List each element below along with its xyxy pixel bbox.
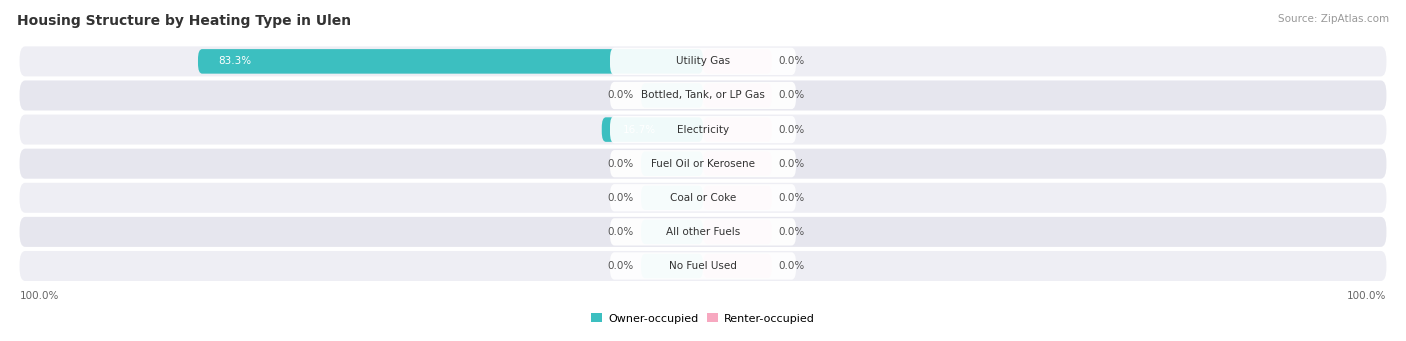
- Text: 16.7%: 16.7%: [623, 124, 655, 135]
- Text: 0.0%: 0.0%: [607, 90, 634, 101]
- Text: 0.0%: 0.0%: [779, 261, 806, 271]
- Text: 0.0%: 0.0%: [779, 124, 806, 135]
- FancyBboxPatch shape: [610, 218, 796, 246]
- FancyBboxPatch shape: [20, 251, 1386, 281]
- FancyBboxPatch shape: [703, 186, 772, 210]
- Text: Fuel Oil or Kerosene: Fuel Oil or Kerosene: [651, 159, 755, 169]
- FancyBboxPatch shape: [703, 83, 772, 108]
- Text: 0.0%: 0.0%: [779, 227, 806, 237]
- FancyBboxPatch shape: [703, 151, 772, 176]
- FancyBboxPatch shape: [641, 151, 703, 176]
- Text: 0.0%: 0.0%: [779, 159, 806, 169]
- Legend: Owner-occupied, Renter-occupied: Owner-occupied, Renter-occupied: [586, 309, 820, 328]
- FancyBboxPatch shape: [610, 150, 796, 177]
- FancyBboxPatch shape: [703, 117, 772, 142]
- FancyBboxPatch shape: [610, 82, 796, 109]
- FancyBboxPatch shape: [20, 217, 1386, 247]
- FancyBboxPatch shape: [610, 184, 796, 211]
- FancyBboxPatch shape: [703, 49, 772, 74]
- Text: Bottled, Tank, or LP Gas: Bottled, Tank, or LP Gas: [641, 90, 765, 101]
- Text: Source: ZipAtlas.com: Source: ZipAtlas.com: [1278, 14, 1389, 24]
- FancyBboxPatch shape: [20, 80, 1386, 110]
- Text: 83.3%: 83.3%: [219, 56, 252, 66]
- FancyBboxPatch shape: [602, 117, 703, 142]
- Text: 100.0%: 100.0%: [1347, 291, 1386, 301]
- FancyBboxPatch shape: [20, 46, 1386, 76]
- Text: 0.0%: 0.0%: [607, 159, 634, 169]
- FancyBboxPatch shape: [641, 220, 703, 244]
- Text: All other Fuels: All other Fuels: [666, 227, 740, 237]
- FancyBboxPatch shape: [641, 254, 703, 278]
- Text: Utility Gas: Utility Gas: [676, 56, 730, 66]
- FancyBboxPatch shape: [703, 220, 772, 244]
- FancyBboxPatch shape: [641, 83, 703, 108]
- FancyBboxPatch shape: [610, 252, 796, 280]
- Text: Coal or Coke: Coal or Coke: [669, 193, 737, 203]
- Text: No Fuel Used: No Fuel Used: [669, 261, 737, 271]
- FancyBboxPatch shape: [20, 183, 1386, 213]
- Text: 0.0%: 0.0%: [607, 261, 634, 271]
- Text: 0.0%: 0.0%: [607, 193, 634, 203]
- FancyBboxPatch shape: [20, 149, 1386, 179]
- Text: 0.0%: 0.0%: [779, 90, 806, 101]
- Text: 0.0%: 0.0%: [779, 56, 806, 66]
- FancyBboxPatch shape: [641, 186, 703, 210]
- FancyBboxPatch shape: [610, 116, 796, 143]
- Text: Housing Structure by Heating Type in Ulen: Housing Structure by Heating Type in Ule…: [17, 14, 352, 28]
- Text: 0.0%: 0.0%: [607, 227, 634, 237]
- Text: 100.0%: 100.0%: [20, 291, 59, 301]
- Text: 0.0%: 0.0%: [779, 193, 806, 203]
- Text: Electricity: Electricity: [676, 124, 730, 135]
- FancyBboxPatch shape: [198, 49, 703, 74]
- FancyBboxPatch shape: [610, 48, 796, 75]
- FancyBboxPatch shape: [20, 115, 1386, 145]
- FancyBboxPatch shape: [703, 254, 772, 278]
